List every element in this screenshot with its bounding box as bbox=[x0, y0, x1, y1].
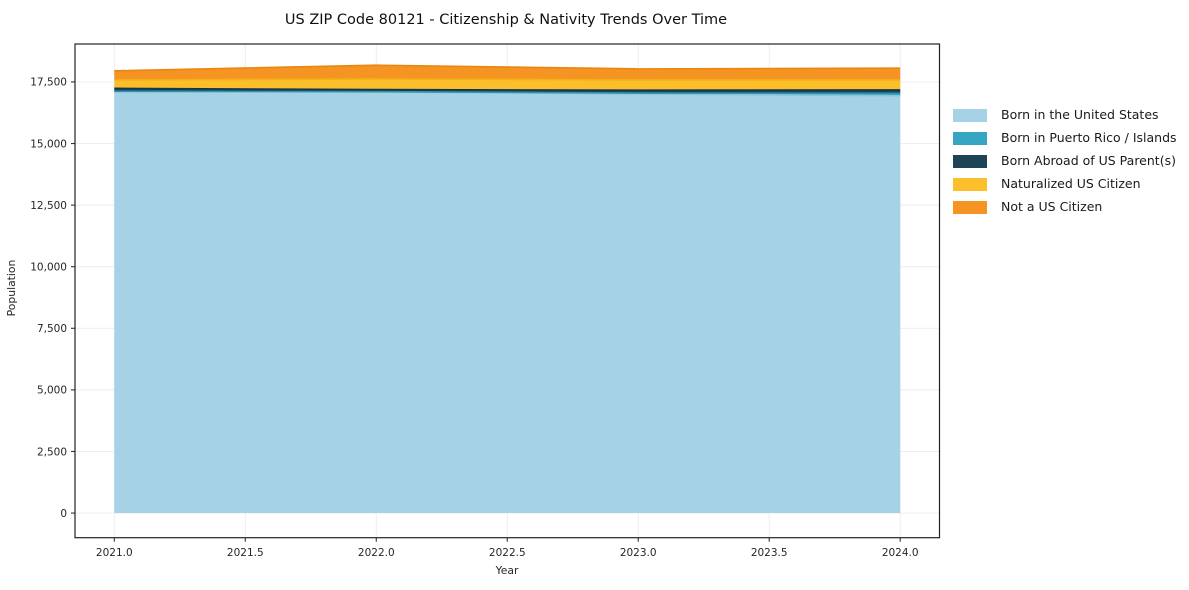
y-axis-label: Population bbox=[5, 260, 18, 317]
legend-item: Naturalized US Citizen bbox=[953, 173, 1177, 196]
y-tick-label: 2,500 bbox=[37, 446, 67, 458]
legend-item: Born in Puerto Rico / Islands bbox=[953, 127, 1177, 150]
x-tick-label: 2022.0 bbox=[358, 547, 395, 559]
y-tick-label: 17,500 bbox=[30, 77, 67, 89]
legend-label: Born in Puerto Rico / Islands bbox=[1001, 130, 1177, 146]
legend-item: Not a US Citizen bbox=[953, 196, 1177, 219]
y-tick-label: 10,000 bbox=[30, 262, 67, 274]
plot-layer: 0 2,500 5,000 7,500 10,000 12,500 15,000 17,500… bbox=[30, 43, 941, 559]
y-tick-label: 7,500 bbox=[37, 323, 67, 335]
legend: Born in the United States Born in Puerto … bbox=[953, 104, 1177, 219]
legend-item: Born Abroad of US Parent(s) bbox=[953, 150, 1177, 173]
chart-title: US ZIP Code 80121 - Citizenship & Nativi… bbox=[285, 12, 727, 28]
x-tick-label: 2024.0 bbox=[882, 547, 919, 559]
legend-label: Not a US Citizen bbox=[1001, 199, 1103, 215]
legend-swatch bbox=[953, 178, 987, 191]
x-tick-label: 2021.5 bbox=[227, 547, 264, 559]
y-tick-label: 12,500 bbox=[30, 200, 67, 212]
x-axis-label: Year bbox=[495, 564, 519, 577]
y-tick-label: 5,000 bbox=[37, 385, 67, 397]
legend-swatch bbox=[953, 155, 987, 168]
x-tick-label: 2021.0 bbox=[96, 547, 133, 559]
legend-label: Naturalized US Citizen bbox=[1001, 176, 1141, 192]
x-tick-label: 2023.5 bbox=[751, 547, 788, 559]
legend-item: Born in the United States bbox=[953, 104, 1177, 127]
x-tick-label: 2022.5 bbox=[489, 547, 526, 559]
legend-swatch bbox=[953, 109, 987, 122]
legend-swatch bbox=[953, 201, 987, 214]
y-tick-label: 15,000 bbox=[30, 138, 67, 150]
y-tick-label: 0 bbox=[60, 508, 67, 520]
legend-label: Born Abroad of US Parent(s) bbox=[1001, 153, 1176, 169]
x-tick-label: 2023.0 bbox=[620, 547, 657, 559]
legend-label: Born in the United States bbox=[1001, 107, 1159, 123]
legend-swatch bbox=[953, 132, 987, 145]
